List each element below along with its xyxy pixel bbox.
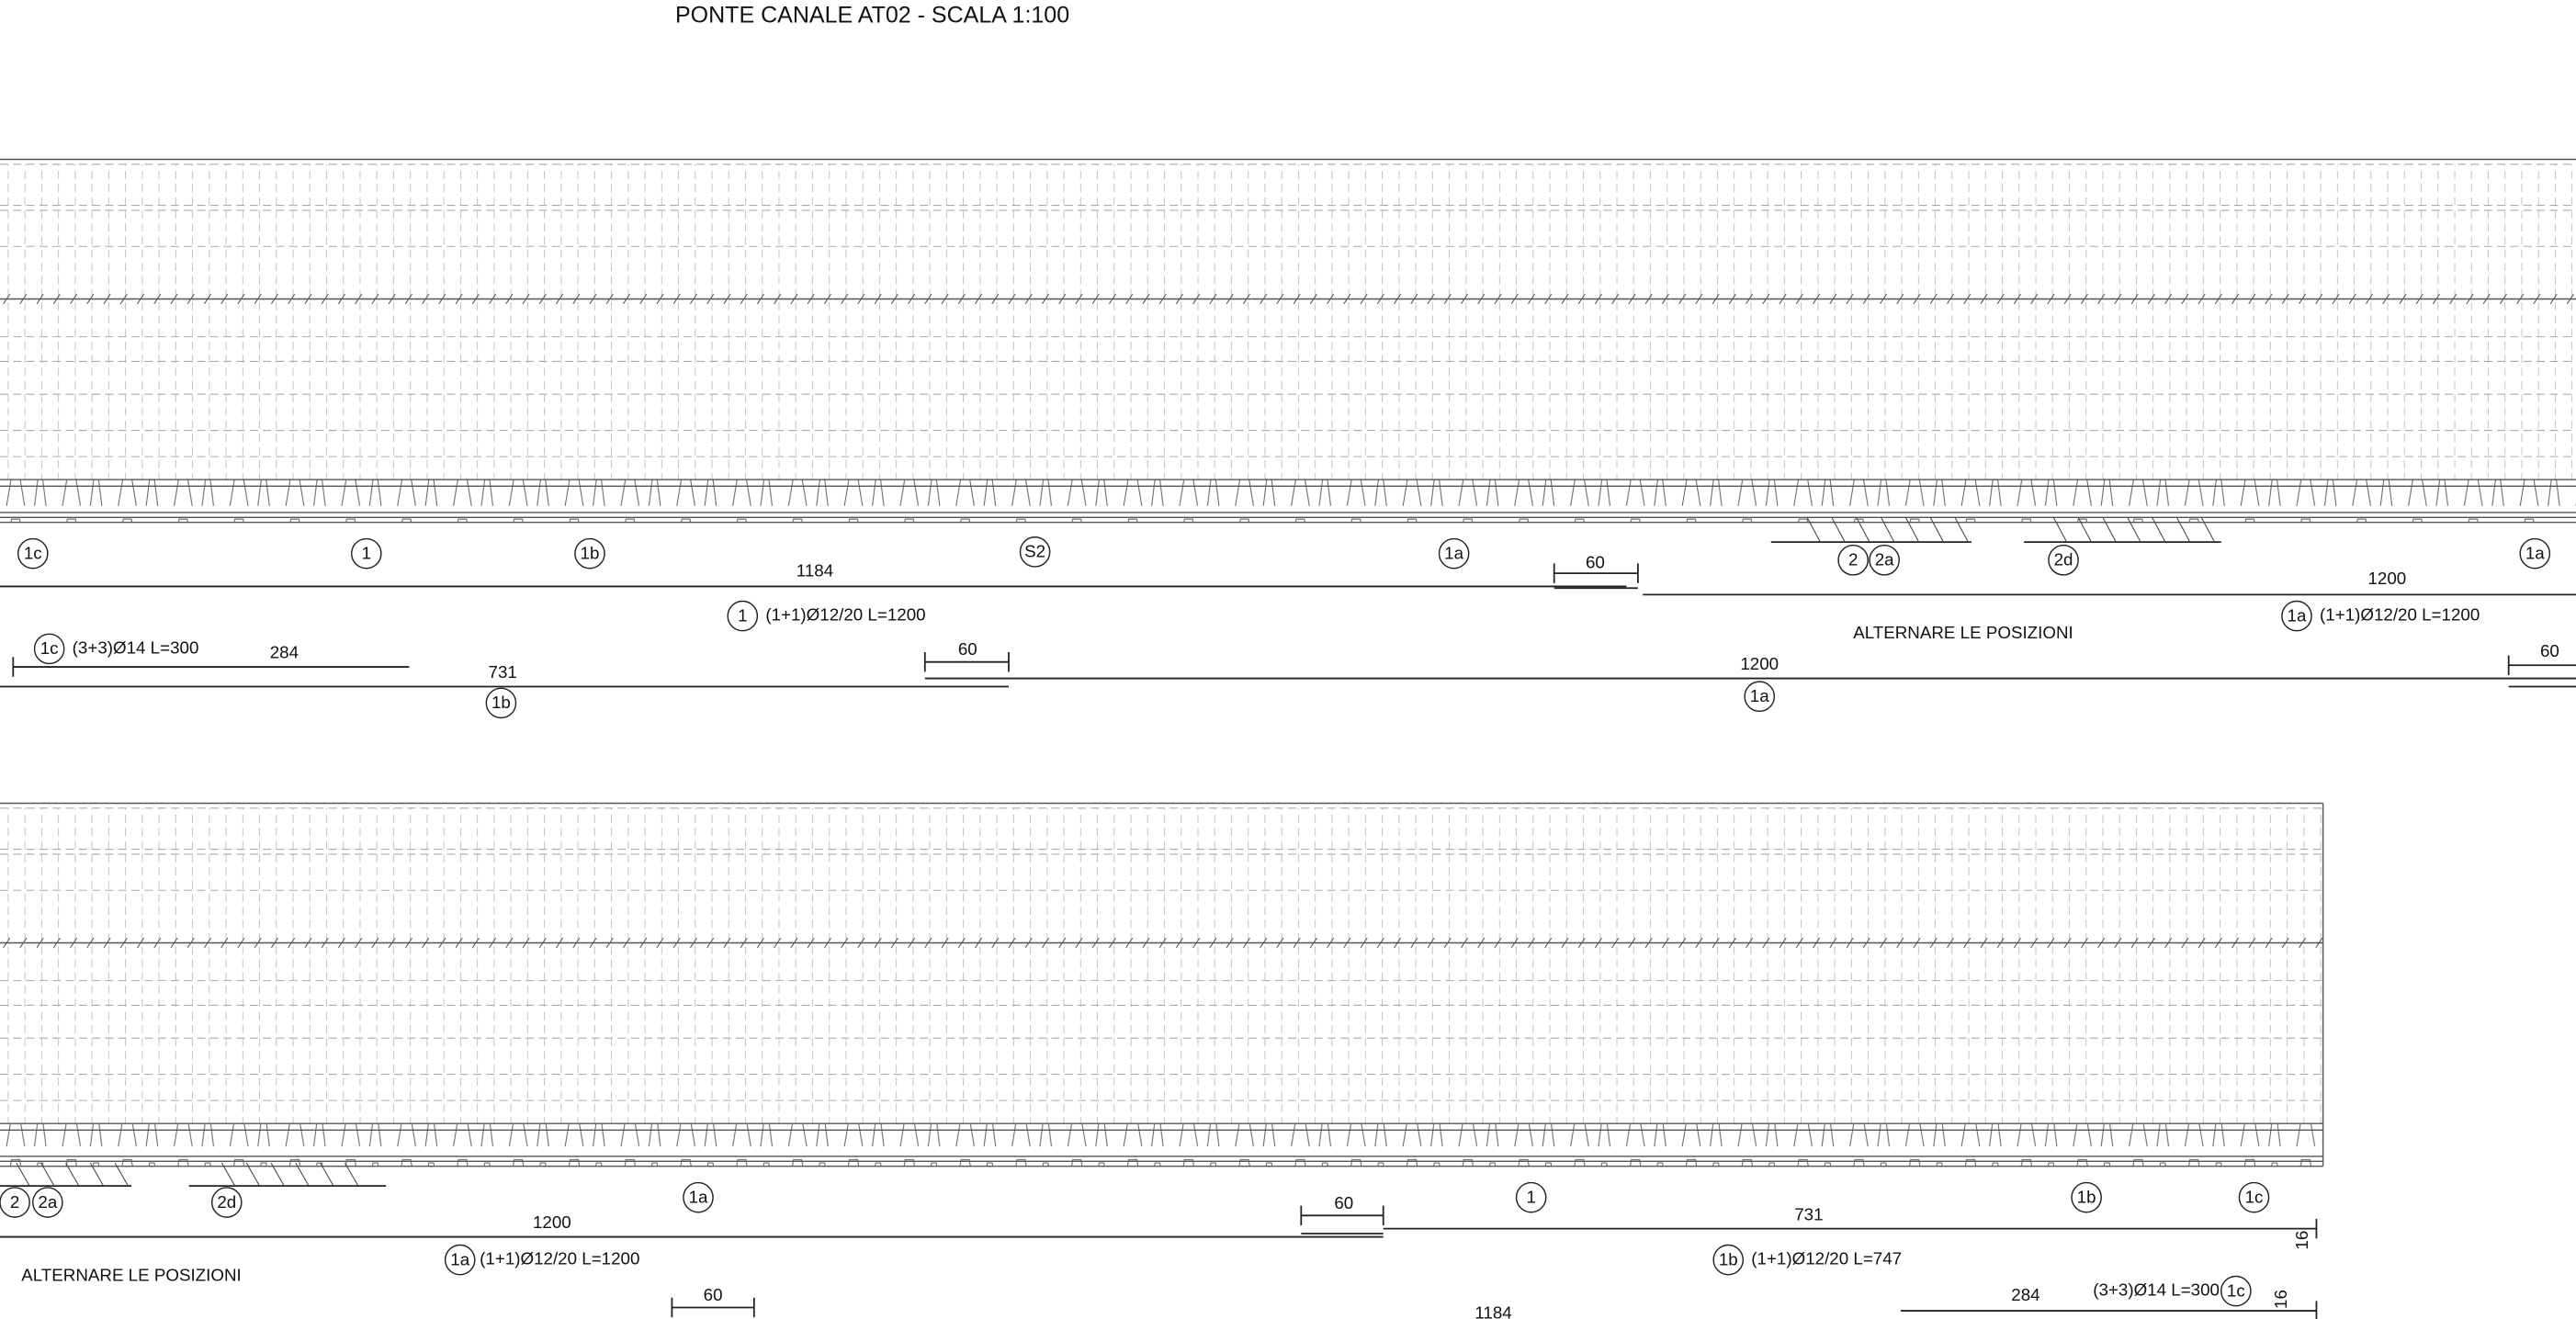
leader-lines [220,1162,359,1187]
marker-label: 1a [2525,544,2545,563]
annotation: 1200 [533,1212,571,1232]
annotation: 60 [1586,552,1605,571]
marker-circle [1515,1181,1547,1213]
marker-label: 2d [217,1192,236,1212]
marker-label: 1b [491,693,511,712]
marker-circle [2220,1275,2252,1307]
marker-label: 1 [1526,1188,1535,1207]
annotation: 60 [1334,1193,1353,1212]
marker-label: 2 [10,1192,19,1212]
annotation: 731 [489,662,517,682]
marker-label: 1b [1719,1249,1738,1268]
marker-circle [683,1181,714,1213]
annotation: (3+3)Ø14 L=300 [73,637,199,657]
annotation: 284 [2011,1285,2039,1304]
annotation: ALTERNARE LE POSIZIONI [1853,623,2073,642]
annotation: 731 [1794,1204,1823,1223]
marker-circle [2048,545,2079,576]
annotation: 1184 [797,560,833,580]
marker-label: 1a [1444,544,1463,563]
annotation: (1+1)Ø12/20 L=1200 [2320,605,2480,625]
marker-label: 2d [2054,550,2073,569]
marker-label: 1a [1750,686,1769,705]
annotation: 1200 [1740,654,1779,673]
marker-circle [1744,681,1776,713]
annotation: 1184 [1474,1303,1511,1319]
annotation: (1+1)Ø12/20 L=1200 [765,605,925,625]
marker-circle [17,537,49,569]
marker-circle [210,1187,243,1218]
annotation: 60 [958,639,977,659]
marker-label: S2 [1024,542,1045,561]
marker-label: 1 [738,605,747,625]
annotation: 60 [704,1285,723,1304]
marker-circle [2238,1181,2270,1213]
marker-label: 1b [2077,1188,2096,1207]
leader-lines [1806,517,1969,543]
marker-label: 1c [2227,1280,2245,1300]
marker-circle [0,1187,30,1218]
marker-circle [2519,537,2551,569]
grid-area [0,807,2323,1124]
marker-circle [574,537,605,569]
marker-circle [2071,1181,2102,1213]
marker-circle [1019,536,1051,568]
marker-circle [32,1187,63,1218]
marker-circle [727,600,759,632]
annotation: 16 [2271,1290,2290,1309]
marker-label: 2a [38,1192,57,1212]
drawing-title: PONTE CANALE AT02 - SCALA 1:100 [675,3,1069,28]
annotation: ALTERNARE LE POSIZIONI [21,1265,241,1284]
marker-circle [2281,600,2312,632]
marker-label: 1c [2245,1188,2264,1207]
marker-circle [1712,1244,1745,1276]
marker-label: 1a [450,1249,469,1268]
annotation: 60 [2540,641,2559,660]
marker-circle [1438,537,1470,569]
marker-circle [1869,545,1900,576]
bar-ticks [3,293,2574,305]
bar-ticks [3,937,2323,949]
marker-circle [1837,545,1869,576]
annotation: (3+3)Ø14 L=300 [2093,1280,2220,1300]
marker-label: 1b [581,544,600,563]
marker-circle [444,1244,476,1276]
annotation: 1200 [2367,569,2406,588]
marker-label: 2a [1875,550,1894,569]
annotation: 284 [270,643,299,662]
grid-area [0,163,2576,480]
marker-label: 1a [689,1188,708,1207]
marker-label: 2 [1848,550,1858,569]
marker-label: 1 [362,544,371,563]
annotation: 16 [2292,1231,2311,1250]
marker-circle [350,537,382,569]
marker-circle [33,633,65,665]
leader-lines [2052,517,2216,543]
marker-circle [485,687,517,719]
annotation: (1+1)Ø12/20 L=1200 [480,1249,639,1268]
annotation: (1+1)Ø12/20 L=747 [1751,1249,1902,1268]
leader-lines [16,1162,129,1187]
marker-label: 1a [2288,605,2307,625]
marker-label: 1c [40,638,59,658]
marker-label: 1c [24,544,42,563]
